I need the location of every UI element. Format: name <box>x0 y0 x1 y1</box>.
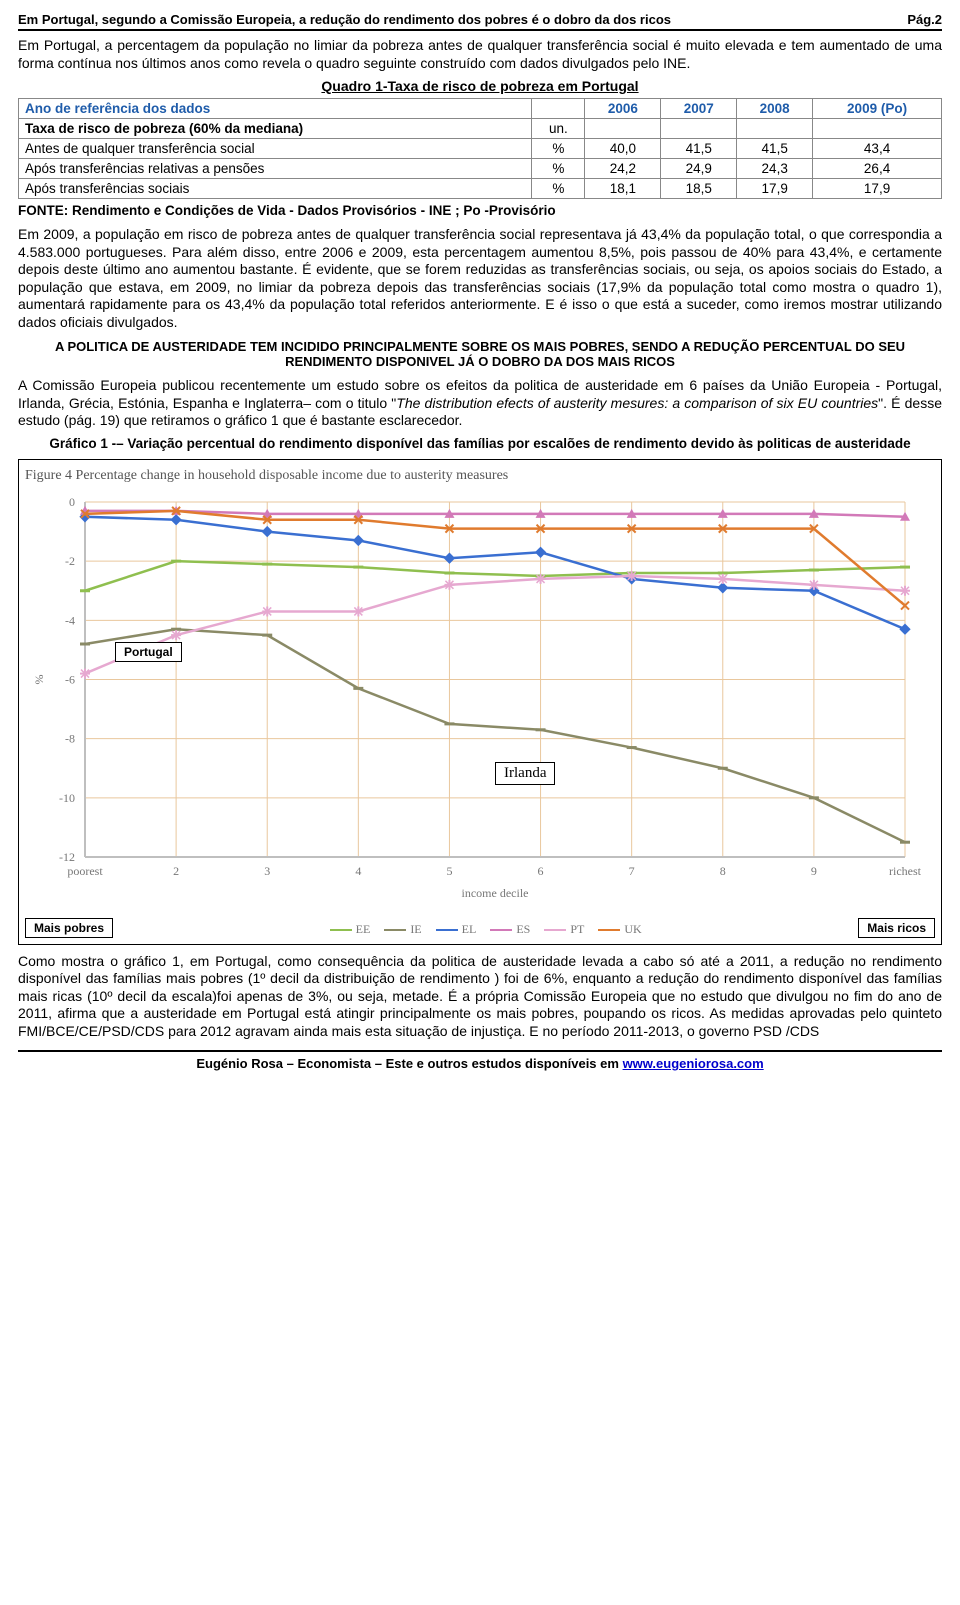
chart-container: Figure 4 Percentage change in household … <box>18 459 942 945</box>
svg-text:richest: richest <box>889 864 922 878</box>
chart-caption: Gráfico 1 -– Variação percentual do rend… <box>18 436 942 451</box>
label-mais-ricos: Mais ricos <box>858 918 935 938</box>
svg-text:6: 6 <box>538 864 544 878</box>
svg-text:-12: -12 <box>59 850 75 864</box>
page-header: Em Portugal, segundo a Comissão Europeia… <box>18 12 942 31</box>
svg-text:poorest: poorest <box>67 864 103 878</box>
svg-text:7: 7 <box>629 864 635 878</box>
page-footer: Eugénio Rosa – Economista – Este e outro… <box>18 1050 942 1071</box>
paragraph-3: A Comissão Europeia publicou recentement… <box>18 377 942 430</box>
paragraph-1: Em Portugal, a percentagem da população … <box>18 37 942 72</box>
table1-source: FONTE: Rendimento e Condições de Vida - … <box>18 203 942 218</box>
svg-text:-10: -10 <box>59 790 75 804</box>
footer-text: Eugénio Rosa – Economista – Este e outro… <box>196 1056 622 1071</box>
paragraph-4: Como mostra o gráfico 1, em Portugal, co… <box>18 953 942 1041</box>
table1-headlabel: Ano de referência dos dados <box>19 99 532 119</box>
section-heading: A POLITICA DE AUSTERIDADE TEM INCIDIDO P… <box>18 339 942 369</box>
svg-text:8: 8 <box>720 864 726 878</box>
svg-text:-8: -8 <box>65 731 75 745</box>
p3-italic: The distribution efects of austerity mes… <box>396 395 878 411</box>
label-mais-pobres: Mais pobres <box>25 918 113 938</box>
svg-text:5: 5 <box>446 864 452 878</box>
table1-title: Quadro 1-Taxa de risco de pobreza em Por… <box>18 78 942 94</box>
th-y0: 2006 <box>585 99 661 119</box>
th-y3: 2009 (Po) <box>813 99 942 119</box>
svg-text:income decile: income decile <box>462 886 529 900</box>
svg-text:2: 2 <box>173 864 179 878</box>
svg-text:-4: -4 <box>65 613 75 627</box>
chart-legend: EEIEELESPTUK <box>330 922 642 937</box>
svg-text:3: 3 <box>264 864 270 878</box>
svg-text:-2: -2 <box>65 554 75 568</box>
header-title: Em Portugal, segundo a Comissão Europeia… <box>18 12 671 27</box>
paragraph-2: Em 2009, a população em risco de pobreza… <box>18 226 942 331</box>
th-y1: 2007 <box>661 99 737 119</box>
svg-text:%: % <box>32 674 46 684</box>
svg-text:4: 4 <box>355 864 361 878</box>
header-page: Pág.2 <box>907 12 942 27</box>
chart-fig-title: Figure 4 Percentage change in household … <box>25 468 935 484</box>
svg-text:-6: -6 <box>65 672 75 686</box>
label-irlanda: Irlanda <box>495 762 555 785</box>
footer-link[interactable]: www.eugeniorosa.com <box>623 1056 764 1071</box>
line-chart: -12 -10 -8 -6 -4 -2 0% poorest 2 3 4 5 6 7 8 9 richest in… <box>25 492 925 912</box>
svg-text:9: 9 <box>811 864 817 878</box>
label-portugal: Portugal <box>115 642 182 662</box>
table1: Ano de referência dos dados 2006 2007 20… <box>18 98 942 199</box>
th-y2: 2008 <box>737 99 813 119</box>
svg-text:0: 0 <box>69 495 75 509</box>
